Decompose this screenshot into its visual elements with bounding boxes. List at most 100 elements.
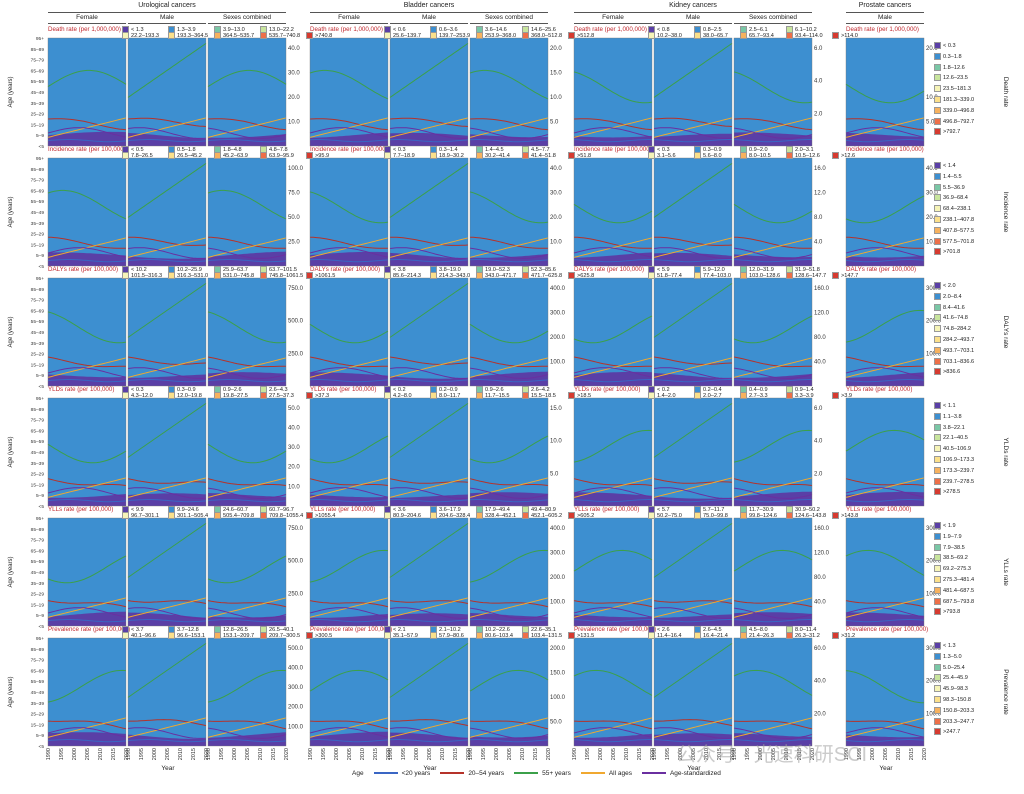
trend-line-3: [469, 357, 549, 378]
panel-1-1-1: [389, 157, 469, 267]
legend-swatch: [934, 706, 941, 714]
trend-line-0: [47, 739, 127, 743]
panel-frame: [469, 517, 549, 627]
legend-item-4-0-4: 96.7–301.1: [122, 512, 159, 519]
x-tick-label: 2015: [373, 748, 379, 760]
trend-line-0: [47, 139, 127, 143]
trend-line-3: [127, 237, 207, 258]
row-title-3-0: YLDs rate (per 100,000): [48, 386, 115, 393]
trend-line-2: [127, 282, 207, 338]
legend-label: 101.5–316.3: [131, 272, 163, 279]
y-tick-label: 200.0: [926, 559, 942, 565]
legend-label: 11.7–30.9: [749, 506, 774, 513]
panel-3-3-0: [845, 397, 925, 507]
legend-label: >95.9: [315, 152, 330, 159]
trend-line-0: [207, 379, 287, 383]
legend-swatch: [568, 512, 575, 519]
trend-line-2: [469, 549, 549, 583]
y-tick-label: 15.0: [550, 406, 562, 412]
age-tick-label: 65–69: [31, 668, 45, 674]
y-tick-label: 5.0: [550, 471, 559, 477]
x-tick-label: 2000: [758, 748, 764, 760]
heat-band: [48, 278, 126, 378]
x-tick-label: 2005: [507, 748, 513, 760]
legend-item-3-2-5: 2.0–2.7: [694, 392, 722, 399]
panel-frame: [309, 637, 389, 747]
trend-line-1: [733, 118, 813, 131]
x-tick-label: 2015: [111, 748, 117, 760]
legend-label: >701.8: [943, 249, 961, 256]
legend-swatch: [260, 152, 267, 159]
x-tick-label: 2000: [598, 748, 604, 760]
legend-swatch: [934, 96, 941, 103]
legend-label: < 0.3: [943, 42, 956, 49]
heat-band: [574, 518, 652, 618]
age-tick-label: 55–59: [31, 319, 45, 325]
legend-item-0-2-6: 65.7–93.4: [740, 32, 774, 39]
legend-label: 99.8–124.6: [749, 512, 777, 519]
legend-swatch: [740, 32, 747, 39]
legend-swatch: [934, 325, 941, 333]
age-tick-label: 95+: [36, 36, 44, 42]
heat-band: [470, 278, 548, 377]
trend-line-2: [309, 669, 389, 692]
legend-label: 19.8–27.5: [223, 392, 248, 399]
age-tick-label: 85–89: [31, 647, 45, 653]
trend-line-1: [207, 478, 287, 486]
age-legend-label: <20 years: [401, 770, 431, 777]
legend-swatch: [522, 632, 529, 639]
legend-swatch: [740, 632, 747, 639]
legend-item-2-3-6: 493.7–703.1: [934, 346, 974, 354]
legend-label: >625.8: [577, 272, 595, 279]
trend-line-1: [845, 600, 925, 608]
trend-line-1: [573, 356, 652, 368]
trend-line-0: [469, 139, 549, 143]
legend-label: 22.6–35.1: [531, 626, 556, 633]
trend-line-2: [733, 203, 813, 224]
heat-band: [574, 38, 652, 138]
x-tick-label: 1995: [585, 748, 591, 760]
legend-item-0-3-2: 1.8–12.6: [934, 63, 965, 71]
legend-item-5-2-8: >31.2: [832, 632, 855, 639]
x-tick-label: 2020: [922, 748, 928, 760]
panel-frame: [389, 397, 469, 507]
legend-swatch: [214, 152, 221, 159]
legend-label: 40.5–106.9: [943, 446, 971, 453]
y-tick-label: 60.0: [814, 646, 826, 652]
trend-line-1: [573, 236, 653, 249]
legend-label: 204.6–328.4: [439, 512, 471, 519]
age-tick-label: 55–59: [31, 439, 45, 445]
legend-item-4-3-4: 69.2–275.3: [934, 565, 971, 573]
heat-band: [310, 398, 388, 498]
legend-label: 4.2–8.0: [393, 392, 412, 399]
trend-line-0: [469, 259, 549, 263]
x-tick-label: 1990: [652, 748, 658, 760]
trend-line-4: [845, 367, 925, 378]
legend-label: < 3.6: [393, 506, 406, 513]
legend-item-0-3-5: 181.3–339.0: [934, 96, 974, 103]
x-tick-label: 2005: [347, 748, 353, 760]
y-tick-label: 6.0: [814, 406, 823, 412]
watermark: 公众号 · 光速科研SCI: [676, 744, 868, 766]
trend-line-2: [653, 402, 733, 458]
panel-frame: [127, 637, 207, 747]
y-tick-label: 2.0: [814, 111, 823, 117]
trend-line-4: [573, 367, 653, 378]
y-tick-label: 40.0: [926, 166, 938, 172]
y-tick-label: 300.0: [926, 286, 942, 292]
legend-swatch: [934, 128, 941, 136]
y-tick-label: 30.0: [288, 445, 300, 451]
heat-band: [846, 38, 924, 137]
panel-frame: [207, 37, 287, 147]
legend-item-1-1-8: >51.8: [568, 152, 591, 159]
legend-swatch: [934, 554, 941, 562]
trend-line-4: [733, 607, 813, 619]
legend-label: 0.9–1.4: [795, 386, 814, 393]
legend-swatch: [934, 532, 941, 540]
legend-item-4-1-8: >605.2: [568, 512, 594, 519]
legend-item-5-3-8: >247.7: [934, 728, 960, 736]
panel-frame: [733, 397, 813, 507]
legend-swatch: [568, 32, 575, 39]
legend-swatch: [214, 272, 221, 279]
panel-frame: [733, 157, 813, 267]
